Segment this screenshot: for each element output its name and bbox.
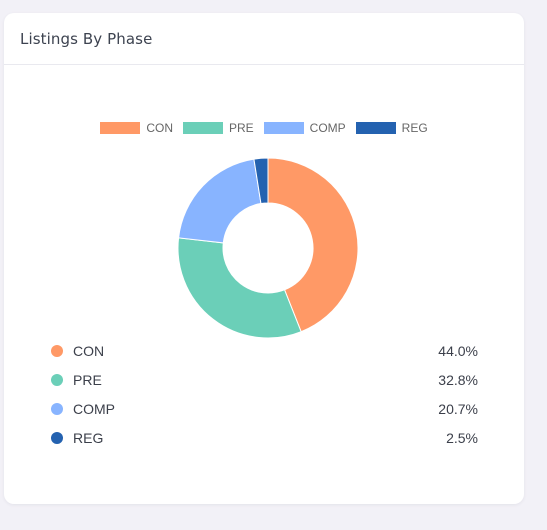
donut-slice-pre[interactable] (177, 237, 302, 339)
dot-icon (51, 431, 63, 444)
legend-swatch (355, 122, 396, 134)
stat-value: 44.0% (438, 342, 478, 359)
legend-swatch (263, 122, 304, 134)
stat-left: PRE (51, 372, 102, 388)
legend-item-reg[interactable]: REG (355, 121, 428, 135)
stat-left: COMP (51, 401, 115, 417)
chart-legend: CON PRE COMP REG (4, 121, 524, 135)
legend-swatch (100, 122, 141, 134)
stat-row-pre: PRE 32.8% (51, 365, 478, 394)
legend-label: PRE (228, 121, 254, 135)
dot-icon (51, 373, 63, 386)
dot-icon (51, 344, 63, 357)
legend-label: COMP (309, 121, 346, 135)
donut-slice-reg[interactable] (253, 157, 269, 205)
card-header: Listings By Phase (4, 13, 524, 65)
card-title: Listings By Phase (20, 30, 153, 48)
listings-by-phase-card: Listings By Phase CON PRE COMP REG CON 44.0%… (4, 13, 524, 504)
stat-label: REG (73, 429, 104, 446)
stat-left: REG (51, 430, 103, 446)
donut-slice-comp[interactable] (178, 158, 262, 244)
donut-chart (177, 157, 359, 339)
legend-label: CON (146, 121, 173, 135)
stat-row-comp: COMP 20.7% (51, 394, 478, 423)
stat-value: 2.5% (446, 429, 478, 446)
stat-left: CON (51, 343, 104, 359)
stat-label: COMP (73, 400, 115, 417)
stat-value: 20.7% (438, 400, 478, 417)
stat-label: PRE (73, 371, 102, 388)
phase-stats-list: CON 44.0% PRE 32.8% COMP 20.7% REG 2.5% (51, 336, 478, 452)
legend-item-pre[interactable]: PRE (182, 121, 254, 135)
donut-slice-con[interactable] (267, 157, 359, 333)
legend-label: REG (401, 121, 428, 135)
legend-item-con[interactable]: CON (100, 121, 173, 135)
legend-item-comp[interactable]: COMP (263, 121, 346, 135)
stat-value: 32.8% (438, 371, 478, 388)
stat-label: CON (73, 342, 105, 359)
legend-swatch (182, 122, 223, 134)
stat-row-reg: REG 2.5% (51, 423, 478, 452)
dot-icon (51, 402, 63, 415)
stat-row-con: CON 44.0% (51, 336, 478, 365)
